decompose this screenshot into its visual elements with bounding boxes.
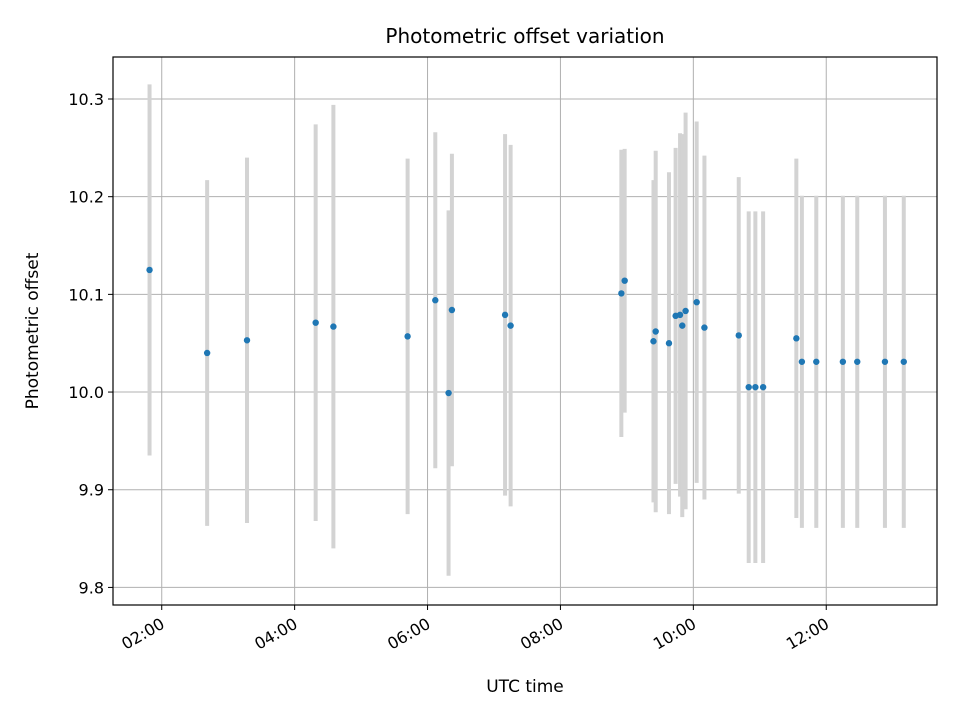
data-point xyxy=(650,338,657,345)
y-tick-label: 9.8 xyxy=(79,578,104,597)
data-point xyxy=(432,297,439,304)
data-point xyxy=(900,358,907,365)
data-markers xyxy=(146,266,907,397)
data-point xyxy=(854,358,861,365)
data-point xyxy=(621,277,628,284)
data-point xyxy=(693,298,700,306)
data-point xyxy=(735,332,742,339)
data-point xyxy=(507,322,514,329)
data-point xyxy=(798,358,806,365)
y-tick-label: 10.0 xyxy=(68,383,104,402)
y-axis-title: Photometric offset xyxy=(23,252,43,409)
data-point xyxy=(752,383,759,391)
data-point xyxy=(839,358,847,365)
data-point xyxy=(652,328,659,335)
chart-title: Photometric offset variation xyxy=(385,24,664,48)
grid xyxy=(113,57,937,605)
data-point xyxy=(793,335,800,342)
plot-area xyxy=(113,57,937,605)
data-point xyxy=(243,337,251,344)
data-point xyxy=(701,324,708,331)
data-point xyxy=(745,383,752,391)
data-point xyxy=(665,340,673,347)
data-point xyxy=(676,311,684,319)
data-point xyxy=(445,389,452,397)
y-tick-label: 10.3 xyxy=(68,90,104,109)
data-point xyxy=(682,307,689,315)
data-point xyxy=(759,383,767,391)
data-point xyxy=(813,358,820,365)
data-point xyxy=(203,349,211,357)
data-point xyxy=(312,319,319,326)
data-point xyxy=(330,323,337,330)
y-tick-label: 10.1 xyxy=(68,285,104,304)
y-axis-ticks: 9.8 9.9 10.0 10.1 10.2 10.3 xyxy=(68,90,113,597)
data-point xyxy=(618,290,625,297)
x-axis-title: UTC time xyxy=(486,677,564,697)
data-point xyxy=(501,311,509,319)
plot-frame xyxy=(112,56,938,606)
y-tick-label: 9.9 xyxy=(79,481,104,500)
y-tick-label: 10.2 xyxy=(68,188,104,207)
data-point xyxy=(404,333,411,340)
data-point xyxy=(146,266,153,274)
data-point xyxy=(679,322,686,329)
data-point xyxy=(448,306,456,314)
data-point xyxy=(881,358,889,365)
